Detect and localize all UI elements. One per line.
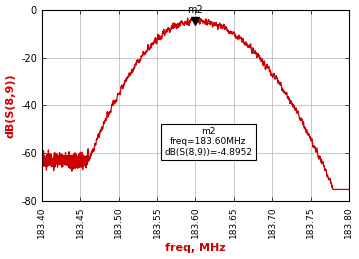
X-axis label: freq, MHz: freq, MHz (165, 243, 226, 254)
Text: m2: m2 (187, 5, 203, 15)
Y-axis label: dB(S(8,9)): dB(S(8,9)) (5, 73, 15, 138)
Text: m2
freq=183.60MHz
dB(S(8,9))=-4.8952: m2 freq=183.60MHz dB(S(8,9))=-4.8952 (164, 127, 252, 157)
